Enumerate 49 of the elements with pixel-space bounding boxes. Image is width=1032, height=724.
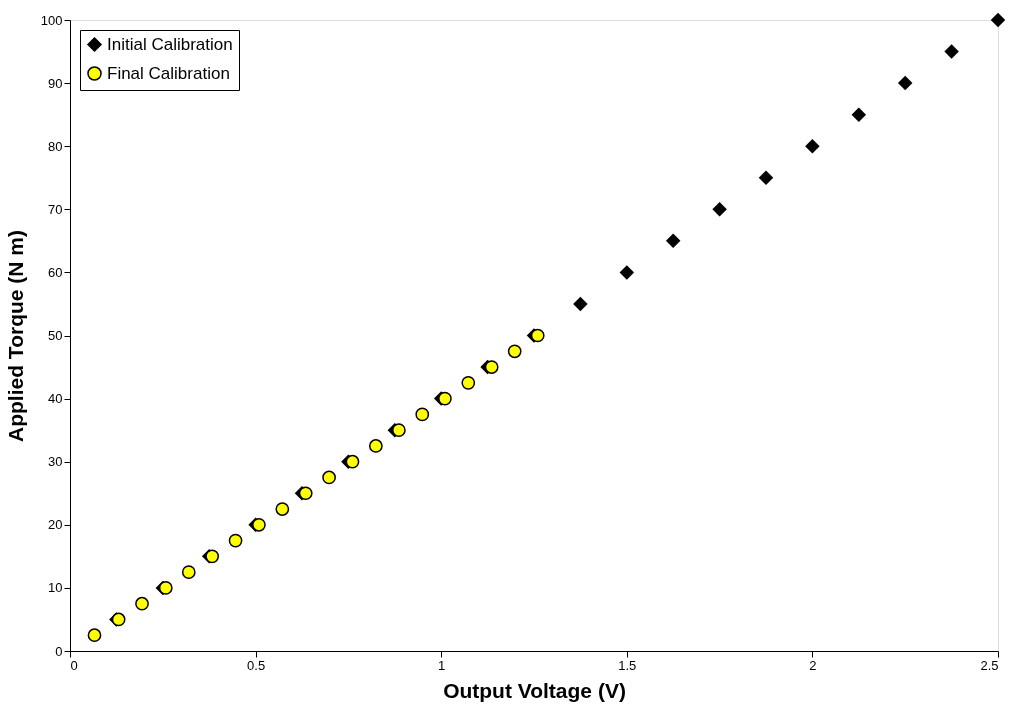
- point: [507, 344, 522, 359]
- point: [665, 233, 681, 249]
- x-tick-label: 1.5: [618, 657, 637, 673]
- point: [298, 486, 313, 501]
- x-tick-label: 0.5: [247, 657, 266, 673]
- y-tick-label: 90: [48, 75, 63, 91]
- point: [712, 202, 727, 217]
- point: [275, 502, 290, 516]
- y-tick-label: 10: [48, 580, 63, 596]
- point: [530, 328, 545, 343]
- point: [897, 75, 913, 91]
- point: [368, 439, 383, 453]
- legend-label: Final Calibration: [107, 63, 230, 83]
- point: [990, 12, 1006, 28]
- point: [415, 407, 430, 422]
- x-tick-label: 1: [438, 657, 446, 673]
- point: [228, 533, 243, 548]
- point: [135, 596, 149, 611]
- y-tick-label: 100: [40, 12, 63, 28]
- x-tick-label: 2: [809, 657, 817, 673]
- point: [805, 138, 820, 154]
- y-tick-label: 20: [48, 517, 63, 533]
- y-tick-label: 80: [48, 138, 63, 154]
- point: [252, 517, 266, 532]
- point: [345, 454, 360, 469]
- point: [181, 565, 196, 579]
- point: [87, 628, 102, 643]
- y-tick-label: 50: [48, 328, 63, 343]
- point: [619, 265, 635, 280]
- point: [322, 470, 336, 485]
- x-axis-title: Output Voltage (V): [443, 678, 626, 702]
- y-axis-title: Applied Torque (N m): [3, 230, 27, 442]
- point: [392, 423, 406, 438]
- y-tick-label: 30: [48, 454, 63, 470]
- point: [484, 360, 499, 374]
- x-tick-label: 0: [70, 657, 78, 673]
- legend-label: Initial Calibration: [107, 34, 233, 54]
- point: [205, 549, 220, 564]
- y-tick-label: 0: [55, 643, 63, 659]
- point: [573, 296, 588, 312]
- point: [944, 44, 959, 59]
- point: [851, 107, 867, 122]
- point: [461, 375, 476, 390]
- y-tick-label: 70: [48, 201, 63, 217]
- y-tick-label: 40: [48, 391, 63, 407]
- y-tick-label: 60: [48, 264, 63, 280]
- x-tick-label: 2.5: [980, 657, 999, 673]
- point: [438, 391, 452, 406]
- point: [758, 170, 774, 185]
